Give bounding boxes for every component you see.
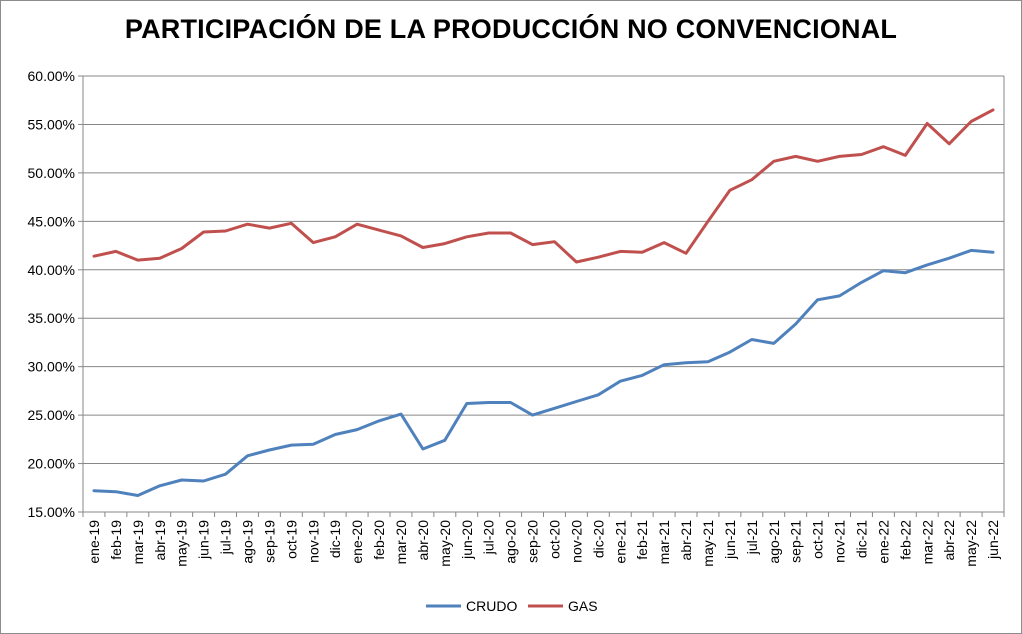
x-tick-label: abr-21 (678, 520, 694, 561)
x-tick-label: abr-22 (941, 520, 957, 561)
x-tick-label: dic-20 (590, 520, 606, 558)
x-tick-label: nov-20 (568, 520, 584, 563)
series-lines (92, 108, 995, 497)
x-tick-label: dic-21 (853, 520, 869, 558)
x-tick-label: feb-21 (634, 520, 650, 560)
gridlines (83, 75, 1005, 513)
y-tick-label: 35.00% (28, 310, 75, 326)
chart-title: PARTICIPACIÓN DE LA PRODUCCIÓN NO CONVEN… (124, 14, 898, 44)
x-tick-label: mar-21 (656, 520, 672, 565)
y-tick-label: 55.00% (28, 116, 75, 132)
x-tick-label: ago-21 (766, 520, 782, 564)
x-tick-label: jul-19 (218, 520, 234, 555)
x-tick-label: mar-20 (393, 520, 409, 565)
x-tick-label: sep-20 (525, 520, 541, 563)
series-line-crudo (92, 248, 995, 497)
x-tick-label: abr-19 (152, 520, 168, 561)
series-line-gas (92, 108, 995, 264)
x-tick-label: nov-19 (305, 520, 321, 563)
x-tick-label: jun-19 (196, 520, 212, 560)
x-tick-label: nov-21 (832, 520, 848, 563)
x-tick-label: oct-21 (810, 520, 826, 559)
x-tick-label: sep-19 (261, 520, 277, 563)
x-tick-label: abr-20 (415, 520, 431, 561)
x-tick-label: jun-21 (722, 520, 738, 560)
x-tick-label: ago-20 (503, 520, 519, 564)
y-tick-label: 40.00% (28, 262, 75, 278)
x-tick-label: may-21 (700, 520, 716, 567)
y-tick-label: 50.00% (28, 165, 75, 181)
x-tick-label: may-22 (963, 520, 979, 567)
y-tick-label: 15.00% (28, 504, 75, 520)
x-tick-label: jul-20 (481, 520, 497, 555)
legend-label-crudo: CRUDO (466, 598, 517, 614)
x-tick-label: jul-21 (744, 520, 760, 555)
x-tick-label: ene-21 (612, 520, 628, 564)
x-tick-label: mar-22 (919, 520, 935, 565)
x-tick-label: feb-22 (897, 520, 913, 560)
x-tick-label: oct-19 (283, 520, 299, 559)
y-tick-label: 30.00% (28, 359, 75, 375)
y-tick-label: 45.00% (28, 213, 75, 229)
x-tick-label: dic-19 (327, 520, 343, 558)
x-tick-label: ago-19 (239, 520, 255, 564)
x-tick-label: ene-20 (349, 520, 365, 564)
x-tick-label: ene-22 (875, 520, 891, 564)
x-tick-label: sep-21 (788, 520, 804, 563)
y-tick-label: 25.00% (28, 407, 75, 423)
x-axis: ene-19 feb-19 mar-19 abr-19 may-19 jun-19 jul-… (82, 511, 1005, 567)
x-tick-label: mar-19 (130, 520, 146, 565)
legend: CRUDO GAS (426, 598, 598, 614)
x-tick-label: may-20 (437, 520, 453, 567)
y-tick-label: 20.00% (28, 456, 75, 472)
x-tick-label: oct-20 (546, 520, 562, 559)
x-tick-label: jun-22 (985, 520, 1001, 560)
y-tick-label: 60.00% (28, 68, 75, 84)
x-tick-label: may-19 (174, 520, 190, 567)
x-tick-label: feb-19 (108, 520, 124, 560)
x-tick-label: jun-20 (459, 520, 475, 560)
legend-label-gas: GAS (568, 598, 598, 614)
x-tick-label: feb-20 (371, 520, 387, 560)
y-axis: 15.00% 20.00% 25.00% 30.00% 35.00% 40.00% 45.0… (28, 68, 84, 520)
x-tick-label: ene-19 (86, 520, 102, 564)
